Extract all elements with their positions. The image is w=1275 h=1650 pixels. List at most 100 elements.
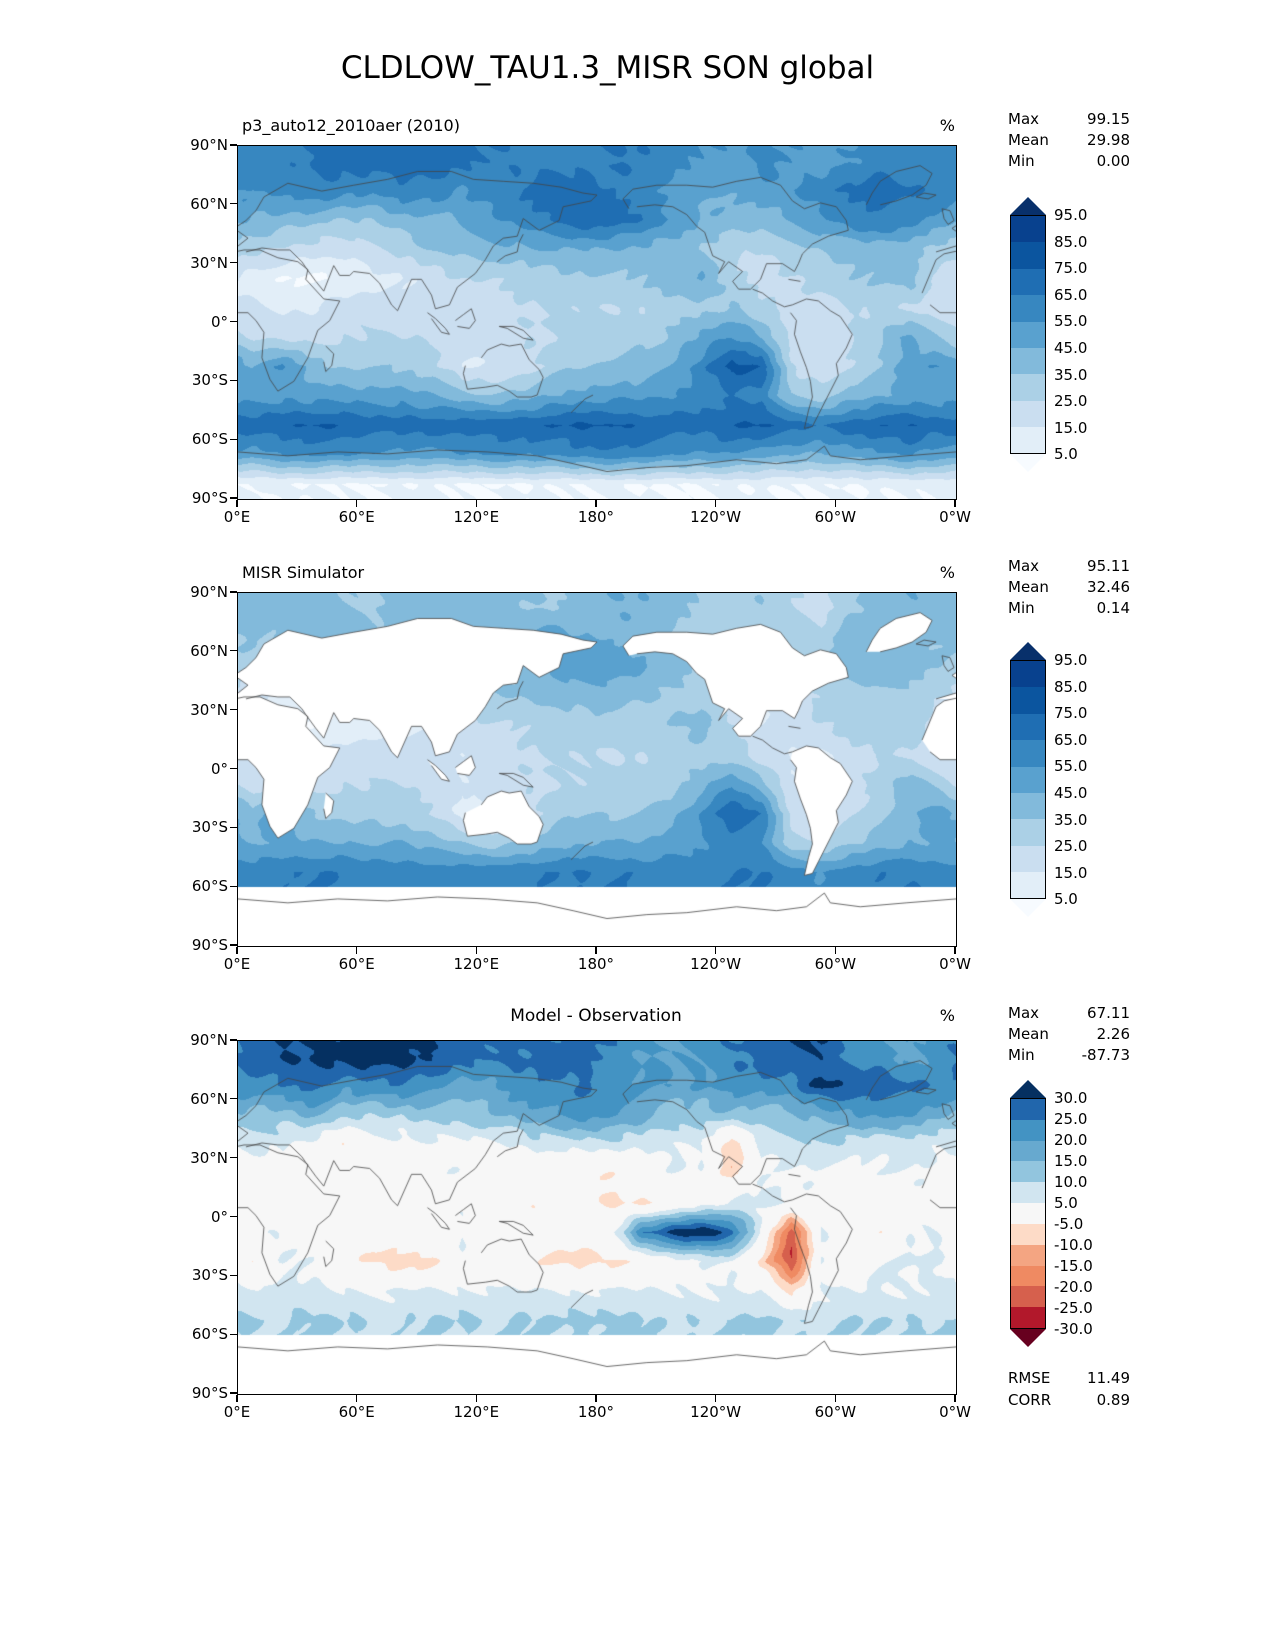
x-tick-mark [715, 947, 717, 954]
y-tick-mark [230, 1274, 237, 1276]
colorbar-tick-label: 10.0 [1054, 1173, 1088, 1191]
stat-row: Mean 32.46 [1008, 577, 1130, 598]
y-tick-mark [230, 944, 237, 946]
stat-row: Min 0.14 [1008, 598, 1130, 619]
colorbar-segment [1011, 268, 1045, 296]
colorbar-arrow-bottom [1010, 899, 1046, 918]
colorbar-tick-label: 25.0 [1054, 392, 1088, 411]
colorbar-arrow-bottom [1010, 1329, 1046, 1347]
stat-row: Mean 29.98 [1008, 130, 1130, 151]
x-tick-mark [356, 947, 358, 954]
x-tick-mark [834, 947, 836, 954]
panel3-units-label: % [939, 1006, 955, 1025]
stat-value: -87.73 [1081, 1046, 1130, 1064]
x-tick-mark [834, 1395, 836, 1402]
x-tick-mark [475, 1395, 477, 1402]
x-tick-label: 120°E [453, 955, 500, 973]
y-tick-label: 90°S [191, 489, 228, 507]
colorbar-tick-label: -25.0 [1054, 1299, 1093, 1317]
x-tick-mark [715, 1395, 717, 1402]
y-tick-label: 90°N [190, 1031, 228, 1049]
x-tick-label: 0°W [939, 1403, 971, 1421]
x-tick-mark [236, 1395, 238, 1402]
colorbar-segment [1011, 1203, 1045, 1224]
x-tick-label: 180° [577, 508, 615, 526]
y-tick-mark [230, 826, 237, 828]
x-tick-label: 0°E [223, 955, 251, 973]
x-tick-mark [954, 947, 956, 954]
stat-label: Max [1008, 557, 1040, 575]
y-tick-label: 90°S [191, 936, 228, 954]
y-tick-label: 60°N [190, 1089, 228, 1108]
y-tick-label: 90°S [191, 1384, 228, 1402]
stat-value: 0.00 [1096, 152, 1130, 170]
colorbar-segment [1011, 766, 1045, 793]
y-tick-label: 30°S [191, 1266, 228, 1285]
colorbar-segment [1011, 1119, 1045, 1141]
y-tick-label: 90°N [190, 583, 228, 601]
colorbar-tick-label: 5.0 [1054, 890, 1078, 909]
stat-row: Max 67.11 [1008, 1003, 1130, 1024]
colorbar-tick-label: 65.0 [1054, 730, 1088, 749]
colorbar-segment [1011, 713, 1045, 741]
x-tick-mark [595, 947, 597, 954]
stat-value: 67.11 [1087, 1004, 1130, 1022]
stat-row: Max 99.15 [1008, 109, 1130, 130]
colorbar-segment [1011, 661, 1045, 688]
y-tick-label: 60°S [191, 1325, 228, 1344]
colorbar-tick-label: 75.0 [1054, 704, 1088, 723]
colorbar-segment [1011, 687, 1045, 714]
colorbar-segment [1011, 1265, 1045, 1287]
x-tick-label: 120°E [453, 508, 500, 526]
colorbar-tick-label: -20.0 [1054, 1278, 1093, 1296]
colorbar-segment [1011, 819, 1045, 846]
y-tick-mark [230, 438, 237, 440]
colorbar-tick-label: 55.0 [1054, 312, 1088, 331]
y-tick-mark [230, 203, 237, 205]
x-tick-label: 0°E [223, 508, 251, 526]
x-tick-mark [595, 1395, 597, 1402]
y-tick-mark [230, 767, 237, 770]
colorbar-tick-label: 25.0 [1054, 1110, 1088, 1128]
colorbar-segment [1011, 1140, 1045, 1162]
y-tick-label: 30°S [191, 818, 228, 837]
x-tick-label: 60°E [338, 508, 375, 526]
panel1-title: p3_auto12_2010aer (2010) [242, 116, 460, 135]
x-tick-mark [356, 1395, 358, 1402]
x-tick-mark [954, 1395, 956, 1402]
y-tick-mark [230, 497, 237, 499]
colorbar-segment [1011, 242, 1045, 269]
colorbar-segment [1011, 427, 1045, 454]
colorbar-segment [1011, 374, 1045, 401]
y-tick-mark [230, 1039, 237, 1041]
stat-label: Min [1008, 599, 1035, 617]
stat-label: Max [1008, 1004, 1040, 1022]
y-tick-mark [230, 379, 237, 381]
y-tick-mark [230, 1392, 237, 1394]
colorbar-segment [1011, 845, 1045, 872]
colorbar-tick-label: 45.0 [1054, 784, 1088, 802]
colorbar-tick-label: 85.0 [1054, 677, 1088, 696]
y-tick-mark [230, 1098, 237, 1100]
panel3-title: Model - Observation [510, 1006, 682, 1026]
x-tick-label: 0°W [939, 508, 971, 526]
y-tick-label: 60°S [191, 430, 228, 449]
y-tick-label: 0° [210, 1207, 228, 1226]
x-tick-label: 120°E [453, 1403, 500, 1421]
stat-label: Mean [1008, 131, 1049, 149]
stat-value: 0.14 [1096, 599, 1130, 617]
colorbar-tick-label: -5.0 [1054, 1215, 1084, 1233]
stat-value: 0.89 [1096, 1391, 1130, 1409]
x-tick-label: 60°W [814, 508, 857, 526]
colorbar-tick-label: 55.0 [1054, 757, 1088, 776]
panel1-units-label: % [939, 116, 955, 135]
y-tick-label: 60°N [190, 641, 228, 660]
colorbar-tick-label: 5.0 [1054, 1194, 1078, 1212]
y-tick-label: 30°N [190, 700, 228, 719]
stat-row: RMSE 11.49 [1008, 1367, 1130, 1389]
x-tick-label: 180° [577, 955, 615, 973]
colorbar-tick-label: -30.0 [1054, 1320, 1093, 1338]
colorbar-tick-label: 5.0 [1054, 445, 1078, 464]
colorbar-tick-label: 35.0 [1054, 365, 1088, 384]
colorbar-tick-label: 30.0 [1054, 1089, 1088, 1107]
